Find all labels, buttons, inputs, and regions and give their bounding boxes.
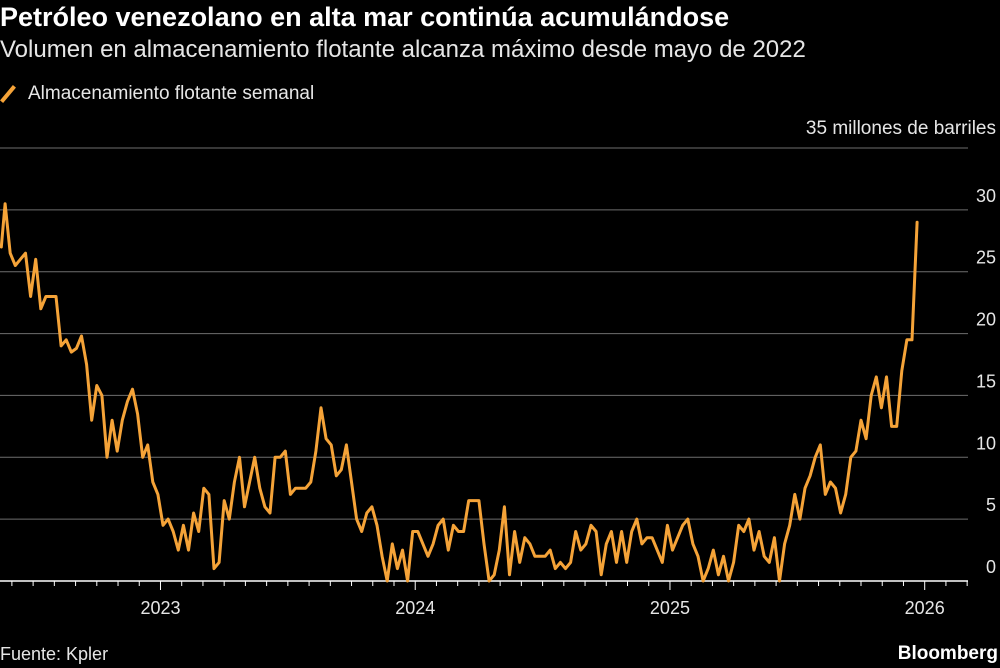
y-tick-label: 0 bbox=[986, 557, 996, 577]
y-tick-label: 20 bbox=[976, 310, 996, 330]
y-tick-label: 25 bbox=[976, 248, 996, 268]
x-tick-label: 2023 bbox=[140, 598, 180, 618]
legend-label: Almacenamiento flotante semanal bbox=[28, 83, 315, 104]
x-tick-label: 2024 bbox=[395, 598, 435, 618]
chart-subtitle: Volumen en almacenamiento flotante alcan… bbox=[0, 36, 806, 63]
y-tick-label: 5 bbox=[986, 495, 996, 515]
series-line bbox=[0, 202, 919, 583]
brand-logo: Bloomberg bbox=[897, 643, 998, 664]
y-tick-label: 15 bbox=[976, 371, 996, 391]
source-note: Fuente: Kpler bbox=[0, 644, 109, 664]
x-tick-label: 2026 bbox=[905, 598, 945, 618]
y-tick-label: 10 bbox=[976, 433, 996, 453]
y-tick-label: 30 bbox=[976, 186, 996, 206]
legend: Almacenamiento flotante semanal bbox=[0, 82, 314, 106]
x-tick-label: 2025 bbox=[650, 598, 690, 618]
y-unit-label: 35 millones de barriles bbox=[805, 118, 996, 139]
chart-title: Petróleo venezolano en alta mar continúa… bbox=[0, 2, 730, 32]
legend-swatch-icon bbox=[0, 86, 16, 102]
